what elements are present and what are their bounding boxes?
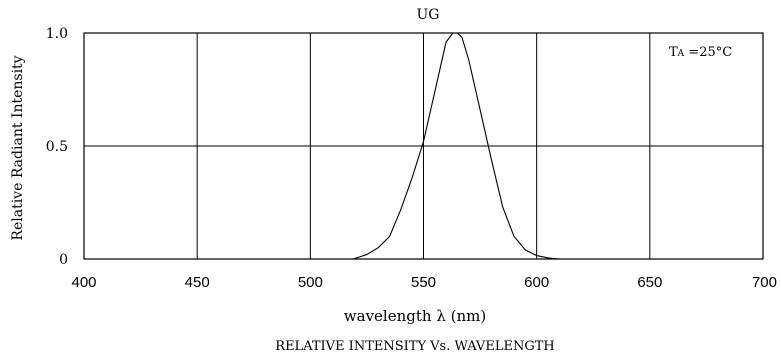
chart-title: UG [417,7,440,23]
x-tick-label-400: 400 [71,274,96,291]
y-tick-label-0: 0 [59,252,68,268]
x-tick-labels: 400 450 500 550 600 650 700 [71,274,777,291]
x-tick-label-550: 550 [411,274,436,291]
x-tick-label-600: 600 [524,274,549,291]
y-tick-label-0.5: 0.5 [46,139,68,155]
y-tick-label-1.0: 1.0 [46,26,68,42]
annotation-text: =25°C [684,45,732,60]
y-tick-labels: 0 0.5 1.0 [46,26,68,268]
x-axis-label: wavelength λ (nm) [344,307,486,325]
annotation-subscript: A [677,49,685,59]
intensity-curve [353,32,560,260]
plot-frame [83,32,764,260]
x-tick-label-500: 500 [298,274,323,291]
grid-lines [84,33,763,259]
x-tick-label-450: 450 [185,274,210,291]
x-tick-label-650: 650 [637,274,662,291]
chart-caption: RELATIVE INTENSITY Vs. WAVELENGTH [275,339,554,354]
x-tick-label-700: 700 [752,274,777,291]
annotation-symbol: T [669,45,678,60]
temperature-annotation: TA =25°C [669,45,732,60]
y-axis-label: Relative Radiant Intensity [10,55,26,240]
